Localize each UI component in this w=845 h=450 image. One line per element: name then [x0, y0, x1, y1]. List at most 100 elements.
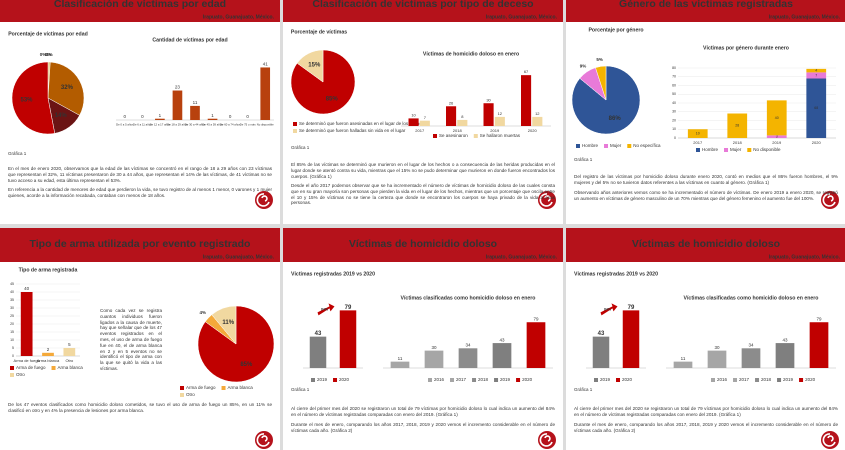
x-tick-label: De 75 o más — [240, 123, 256, 127]
paragraph: Durante el mes de enero, comparando los … — [574, 422, 838, 433]
legend-swatch — [494, 378, 499, 382]
legend-label: 2019 — [783, 377, 794, 382]
chart-title: Víctimas de homicidio doloso en enero — [423, 51, 519, 57]
x-tick-label: De 18 a 29 años — [167, 123, 188, 127]
pie-slice — [47, 61, 85, 116]
slide: Víctimas de homicidio doloso Irapuato, Gu… — [566, 228, 845, 450]
bar — [172, 90, 183, 120]
logo-swirl — [539, 433, 553, 447]
bar-segment — [727, 113, 748, 138]
title-band — [566, 228, 845, 262]
legend-swatch — [627, 144, 632, 148]
bar-value-label: 2 — [47, 347, 50, 352]
y-tick-label: 45 — [10, 282, 14, 286]
bar-value-label: 79 — [628, 305, 635, 311]
slide-canvas: Víctimas de homicidio doloso Irapuato, Gu… — [283, 228, 563, 449]
legend-swatch — [594, 378, 598, 382]
legend-swatch — [733, 378, 738, 382]
pie-label: 1% — [46, 52, 53, 57]
legend-swatch — [433, 134, 437, 138]
y-tick-label: 50 — [672, 92, 676, 96]
growth-label: 84% — [321, 307, 329, 311]
bar-value-label: 43 — [315, 331, 322, 337]
chart-title: Porcentaje de víctimas por edad — [8, 31, 88, 37]
legend-swatch — [51, 366, 56, 370]
bar-value-label: 12 — [535, 111, 540, 116]
slide-title: Género de las víctimas registradas — [619, 0, 793, 10]
title-band — [283, 0, 563, 22]
pie-label: 0% — [40, 52, 47, 57]
legend-label: Se determinó que fueron asesinadas en el… — [299, 121, 425, 126]
slide-canvas: Víctimas de homicidio doloso Irapuato, Gu… — [566, 228, 845, 449]
legend-label: 2016 — [434, 377, 445, 382]
bar-value-label: 1 — [159, 113, 162, 118]
bar — [390, 361, 410, 368]
bar — [494, 116, 505, 126]
bar-value-label: 11 — [193, 100, 198, 105]
pie-label: 11% — [222, 320, 234, 326]
legend-label: 2016 — [717, 377, 728, 382]
legend-swatch — [472, 378, 477, 382]
bar-segment — [806, 68, 827, 73]
bar-value-label: 0 — [141, 114, 144, 119]
slide: Género de las víctimas registradas Irapua… — [566, 0, 845, 224]
legend-label: No disponible — [753, 147, 781, 152]
bar-value-label: 5 — [68, 342, 71, 347]
paragraph: En referencia a la cantidad de menores d… — [8, 187, 272, 198]
bar-value-label: 30 — [431, 345, 437, 350]
x-tick-label: De 0 a 5 años — [116, 123, 134, 127]
legend-swatch — [604, 144, 609, 148]
bar — [424, 350, 444, 368]
bar-value-label: 34 — [465, 342, 471, 347]
bar — [419, 120, 430, 126]
bar-value-label: 10 — [411, 112, 416, 117]
pie-label: 14% — [55, 113, 68, 119]
location: Irapuato, Guanajuato, México. — [769, 254, 841, 260]
slide-title: Víctimas de homicidio doloso — [349, 238, 497, 250]
slide-canvas: Clasificación de víctimas por tipo de de… — [283, 0, 563, 209]
slide: Clasificación de víctimas por edad Irapua… — [0, 0, 280, 224]
bar — [309, 336, 327, 368]
legend-swatch — [747, 148, 752, 152]
bar-value-label: 79 — [345, 305, 352, 311]
paragraph: Al cierre del primer mes del 2020 se reg… — [291, 406, 555, 417]
bar — [63, 348, 76, 356]
logo-swirl — [822, 433, 836, 447]
bar-value-label: 11 — [398, 356, 403, 361]
bar-value-label: 30 — [486, 97, 491, 102]
legend-label: Mujer — [610, 143, 622, 148]
legend-label: Se hallaron muertas — [480, 133, 521, 138]
chart-title: Víctimas registradas 2019 vs 2020 — [291, 271, 375, 277]
bar-value-label: 43 — [598, 331, 605, 337]
bar — [339, 310, 357, 368]
bar — [458, 348, 478, 368]
legend-label: 2019 — [600, 377, 611, 382]
chart-note: Gráfica 1 — [291, 145, 310, 150]
y-tick-label: 15 — [10, 330, 14, 334]
legend-label: Mujer — [730, 147, 742, 152]
legend-label: 2020 — [522, 377, 533, 382]
bar-value-label: 0 — [124, 114, 127, 119]
segment-label: 4 — [815, 69, 817, 73]
x-tick-label: De 60 a 74 años — [220, 123, 241, 127]
slide-canvas: Género de las víctimas registradas Irapua… — [566, 0, 845, 209]
bar-value-label: 30 — [714, 345, 720, 350]
segment-label: 40 — [775, 116, 779, 120]
location: Irapuato, Guanajuato, México. — [486, 14, 558, 20]
y-tick-label: 30 — [672, 110, 676, 114]
logo-swirl — [539, 193, 553, 207]
bar-value-label: 43 — [499, 337, 505, 342]
pie-label: 5% — [596, 57, 603, 62]
legend-label: Se asesinaron — [439, 133, 468, 138]
bar-value-label: 8 — [461, 114, 464, 119]
slide-canvas: Clasificación de víctimas por edad Irapua… — [0, 0, 280, 209]
chart-title: Víctimas clasificadas como homicidio dol… — [401, 295, 536, 301]
bar — [408, 118, 419, 126]
legend-label: 2018 — [761, 377, 772, 382]
bar — [775, 343, 795, 368]
pie-label: 32% — [61, 85, 74, 91]
bar-segment — [766, 100, 787, 136]
bar — [42, 352, 54, 356]
bar — [673, 361, 693, 368]
chart-note: Gráfica 1 — [574, 387, 593, 392]
